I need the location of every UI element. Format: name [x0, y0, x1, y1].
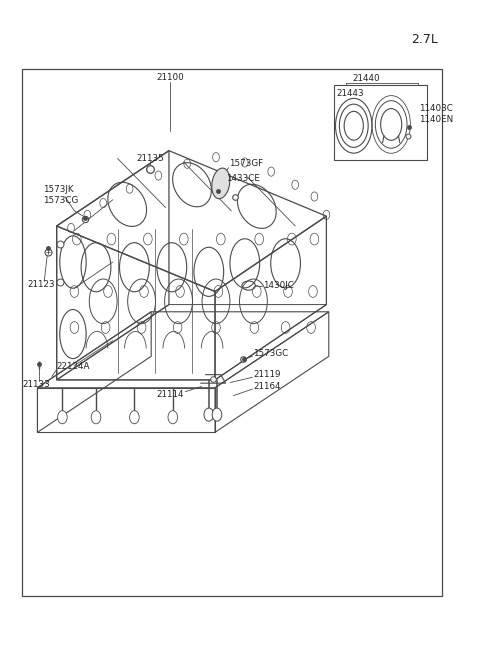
- Text: 1433CE: 1433CE: [226, 174, 260, 183]
- Text: 1573CG: 1573CG: [43, 196, 78, 205]
- Circle shape: [204, 408, 214, 421]
- Text: 21135: 21135: [137, 154, 165, 163]
- Circle shape: [168, 411, 178, 424]
- Text: 2.7L: 2.7L: [411, 33, 438, 46]
- Text: 21443: 21443: [336, 88, 364, 98]
- Text: 21123: 21123: [28, 280, 56, 290]
- Text: 11403C: 11403C: [419, 104, 453, 113]
- Circle shape: [212, 408, 222, 421]
- Text: 21114: 21114: [156, 390, 184, 399]
- Text: 22124A: 22124A: [57, 362, 90, 371]
- Ellipse shape: [212, 168, 230, 198]
- Text: 1573GC: 1573GC: [253, 349, 288, 358]
- Text: 21164: 21164: [253, 382, 281, 391]
- Text: 1573GF: 1573GF: [229, 159, 264, 168]
- Text: 1140EN: 1140EN: [419, 115, 453, 124]
- Text: 21133: 21133: [23, 380, 50, 389]
- Text: 21119: 21119: [253, 370, 281, 379]
- Circle shape: [58, 411, 67, 424]
- Text: 1430JC: 1430JC: [263, 281, 294, 290]
- Circle shape: [91, 411, 101, 424]
- Circle shape: [130, 411, 139, 424]
- Bar: [22, 69, 442, 596]
- Text: 1573JK: 1573JK: [43, 185, 74, 195]
- Bar: [334, 85, 427, 160]
- Text: 21440: 21440: [352, 74, 380, 83]
- Text: 21100: 21100: [156, 73, 184, 82]
